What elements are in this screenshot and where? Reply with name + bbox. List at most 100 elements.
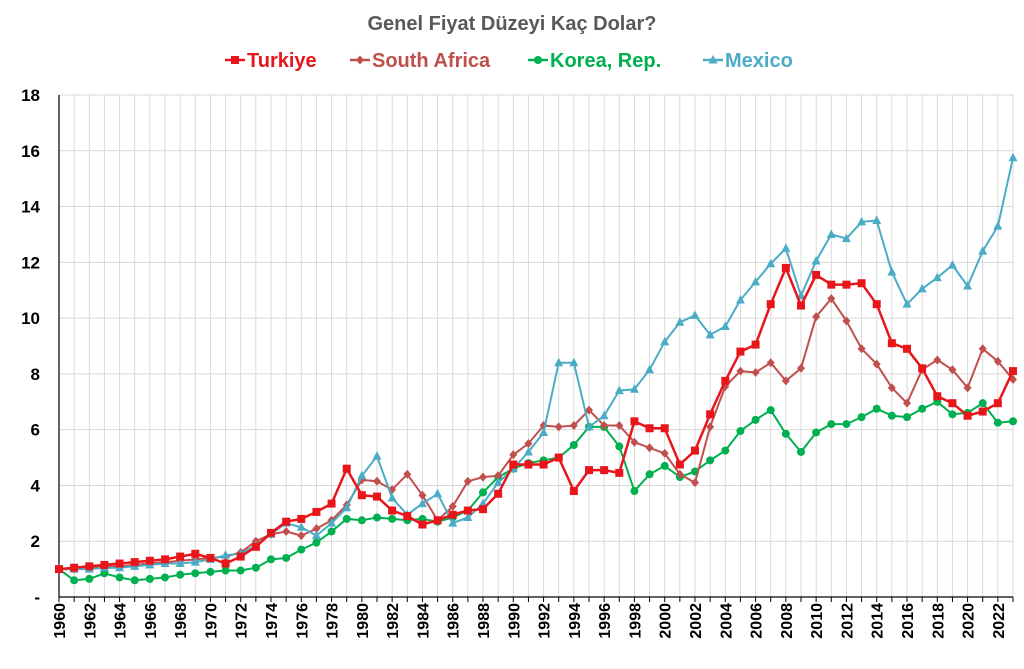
- data-point-korea-rep: [100, 569, 109, 578]
- data-point-turkiye: [100, 560, 109, 569]
- data-point-mexico: [539, 427, 549, 436]
- data-point-mexico: [175, 558, 185, 568]
- data-point-korea-rep: [751, 415, 760, 424]
- data-point-mexico: [433, 488, 443, 498]
- x-tick-label: 1976: [294, 603, 311, 639]
- data-point-south-africa: [963, 383, 972, 393]
- data-point-mexico: [690, 310, 700, 319]
- data-point-south-africa: [448, 501, 457, 511]
- x-tick-label: 1962: [82, 603, 99, 639]
- data-point-south-africa: [736, 366, 745, 376]
- x-tick-label: 1972: [234, 603, 251, 639]
- x-tick-label: 2002: [688, 603, 705, 639]
- data-point-mexico: [675, 317, 685, 326]
- data-point-turkiye: [675, 460, 684, 469]
- x-tick-label: 2008: [779, 603, 796, 639]
- data-point-korea-rep: [706, 456, 715, 465]
- series-line-mexico: [59, 157, 1014, 571]
- data-point-mexico: [857, 216, 867, 226]
- data-point-south-africa: [660, 448, 669, 458]
- data-point-korea-rep: [993, 418, 1002, 427]
- legend-item-south-africa: South Africa: [350, 50, 491, 72]
- data-point-mexico: [902, 299, 912, 308]
- data-point-turkiye: [267, 528, 275, 537]
- data-point-turkiye: [327, 499, 336, 508]
- data-point-turkiye: [933, 392, 942, 401]
- data-point-korea-rep: [615, 442, 624, 451]
- data-point-turkiye: [857, 279, 866, 288]
- data-point-mexico: [190, 557, 200, 566]
- series-line-turkiye: [58, 266, 1015, 571]
- data-point-turkiye: [206, 553, 215, 562]
- data-point-mexico: [872, 215, 882, 224]
- y-tick-label: 2: [31, 532, 40, 551]
- data-point-korea-rep: [206, 567, 215, 576]
- x-tick-label: 2016: [900, 603, 917, 639]
- data-point-south-africa: [479, 472, 487, 482]
- data-point-turkiye: [221, 559, 230, 568]
- data-point-turkiye: [479, 505, 487, 514]
- legend-item-korea-rep: Korea, Rep.: [528, 50, 661, 72]
- data-point-turkiye: [797, 301, 805, 310]
- data-point-turkiye: [418, 520, 427, 529]
- data-point-mexico: [993, 221, 1003, 230]
- data-point-mexico: [342, 502, 352, 512]
- x-axis-ticks: 1960 1962 1964 1966 1968 1970 1972 1974 1976 1978…: [52, 603, 1008, 639]
- data-point-korea-rep: [479, 488, 487, 497]
- data-point-turkiye: [630, 417, 639, 426]
- data-point-turkiye: [282, 517, 291, 526]
- data-point-south-africa: [403, 469, 412, 479]
- legend-marker: [534, 56, 542, 64]
- data-point-south-africa: [812, 312, 821, 322]
- x-tick-label: 2020: [961, 603, 978, 639]
- data-point-korea-rep: [887, 411, 896, 420]
- data-point-mexico: [584, 421, 594, 431]
- series-korea-rep: [55, 397, 1017, 585]
- data-point-turkiye: [161, 555, 169, 564]
- x-tick-label: 1970: [203, 603, 220, 639]
- data-point-mexico: [311, 530, 321, 540]
- data-point-korea-rep: [85, 574, 94, 583]
- data-point-korea-rep: [842, 420, 851, 429]
- y-tick-label: 18: [21, 86, 40, 105]
- chart-title: Genel Fiyat Düzeyi Kaç Dolar?: [368, 13, 657, 35]
- data-point-turkiye: [615, 468, 624, 477]
- data-point-south-africa: [978, 344, 987, 354]
- data-point-turkiye: [569, 487, 578, 496]
- data-point-turkiye: [585, 466, 593, 475]
- data-point-turkiye: [993, 399, 1002, 408]
- data-point-turkiye: [236, 552, 245, 561]
- data-point-mexico: [327, 518, 337, 527]
- data-point-mexico: [493, 477, 503, 487]
- data-point-south-africa: [569, 420, 578, 430]
- data-point-mexico: [766, 258, 776, 268]
- data-point-turkiye: [342, 464, 351, 473]
- data-point-south-africa: [312, 524, 321, 534]
- data-point-mexico: [417, 498, 427, 508]
- data-point-mexico: [887, 267, 897, 276]
- data-point-south-africa: [494, 471, 503, 481]
- data-point-korea-rep: [297, 545, 306, 554]
- legend-item-turkiye: Turkiye: [225, 50, 317, 72]
- data-point-korea-rep: [373, 513, 381, 522]
- data-point-turkiye: [191, 549, 200, 558]
- data-point-korea-rep: [903, 413, 911, 422]
- data-point-south-africa: [524, 439, 533, 449]
- y-tick-label: 12: [21, 253, 40, 272]
- data-point-mexico: [478, 498, 488, 508]
- data-point-turkiye: [918, 364, 927, 373]
- data-point-korea-rep: [736, 427, 745, 436]
- data-point-korea-rep: [781, 429, 790, 438]
- y-tick-label: 8: [31, 365, 40, 384]
- data-point-south-africa: [857, 344, 866, 354]
- data-point-korea-rep: [721, 446, 730, 455]
- data-point-korea-rep: [176, 570, 185, 579]
- data-point-mexico: [221, 550, 231, 559]
- data-point-mexico: [720, 321, 730, 330]
- data-point-korea-rep: [70, 576, 79, 585]
- data-point-south-africa: [463, 476, 472, 486]
- data-point-mexico: [387, 492, 397, 502]
- data-point-mexico: [826, 229, 836, 238]
- data-point-korea-rep: [221, 566, 230, 575]
- data-point-mexico: [751, 276, 761, 286]
